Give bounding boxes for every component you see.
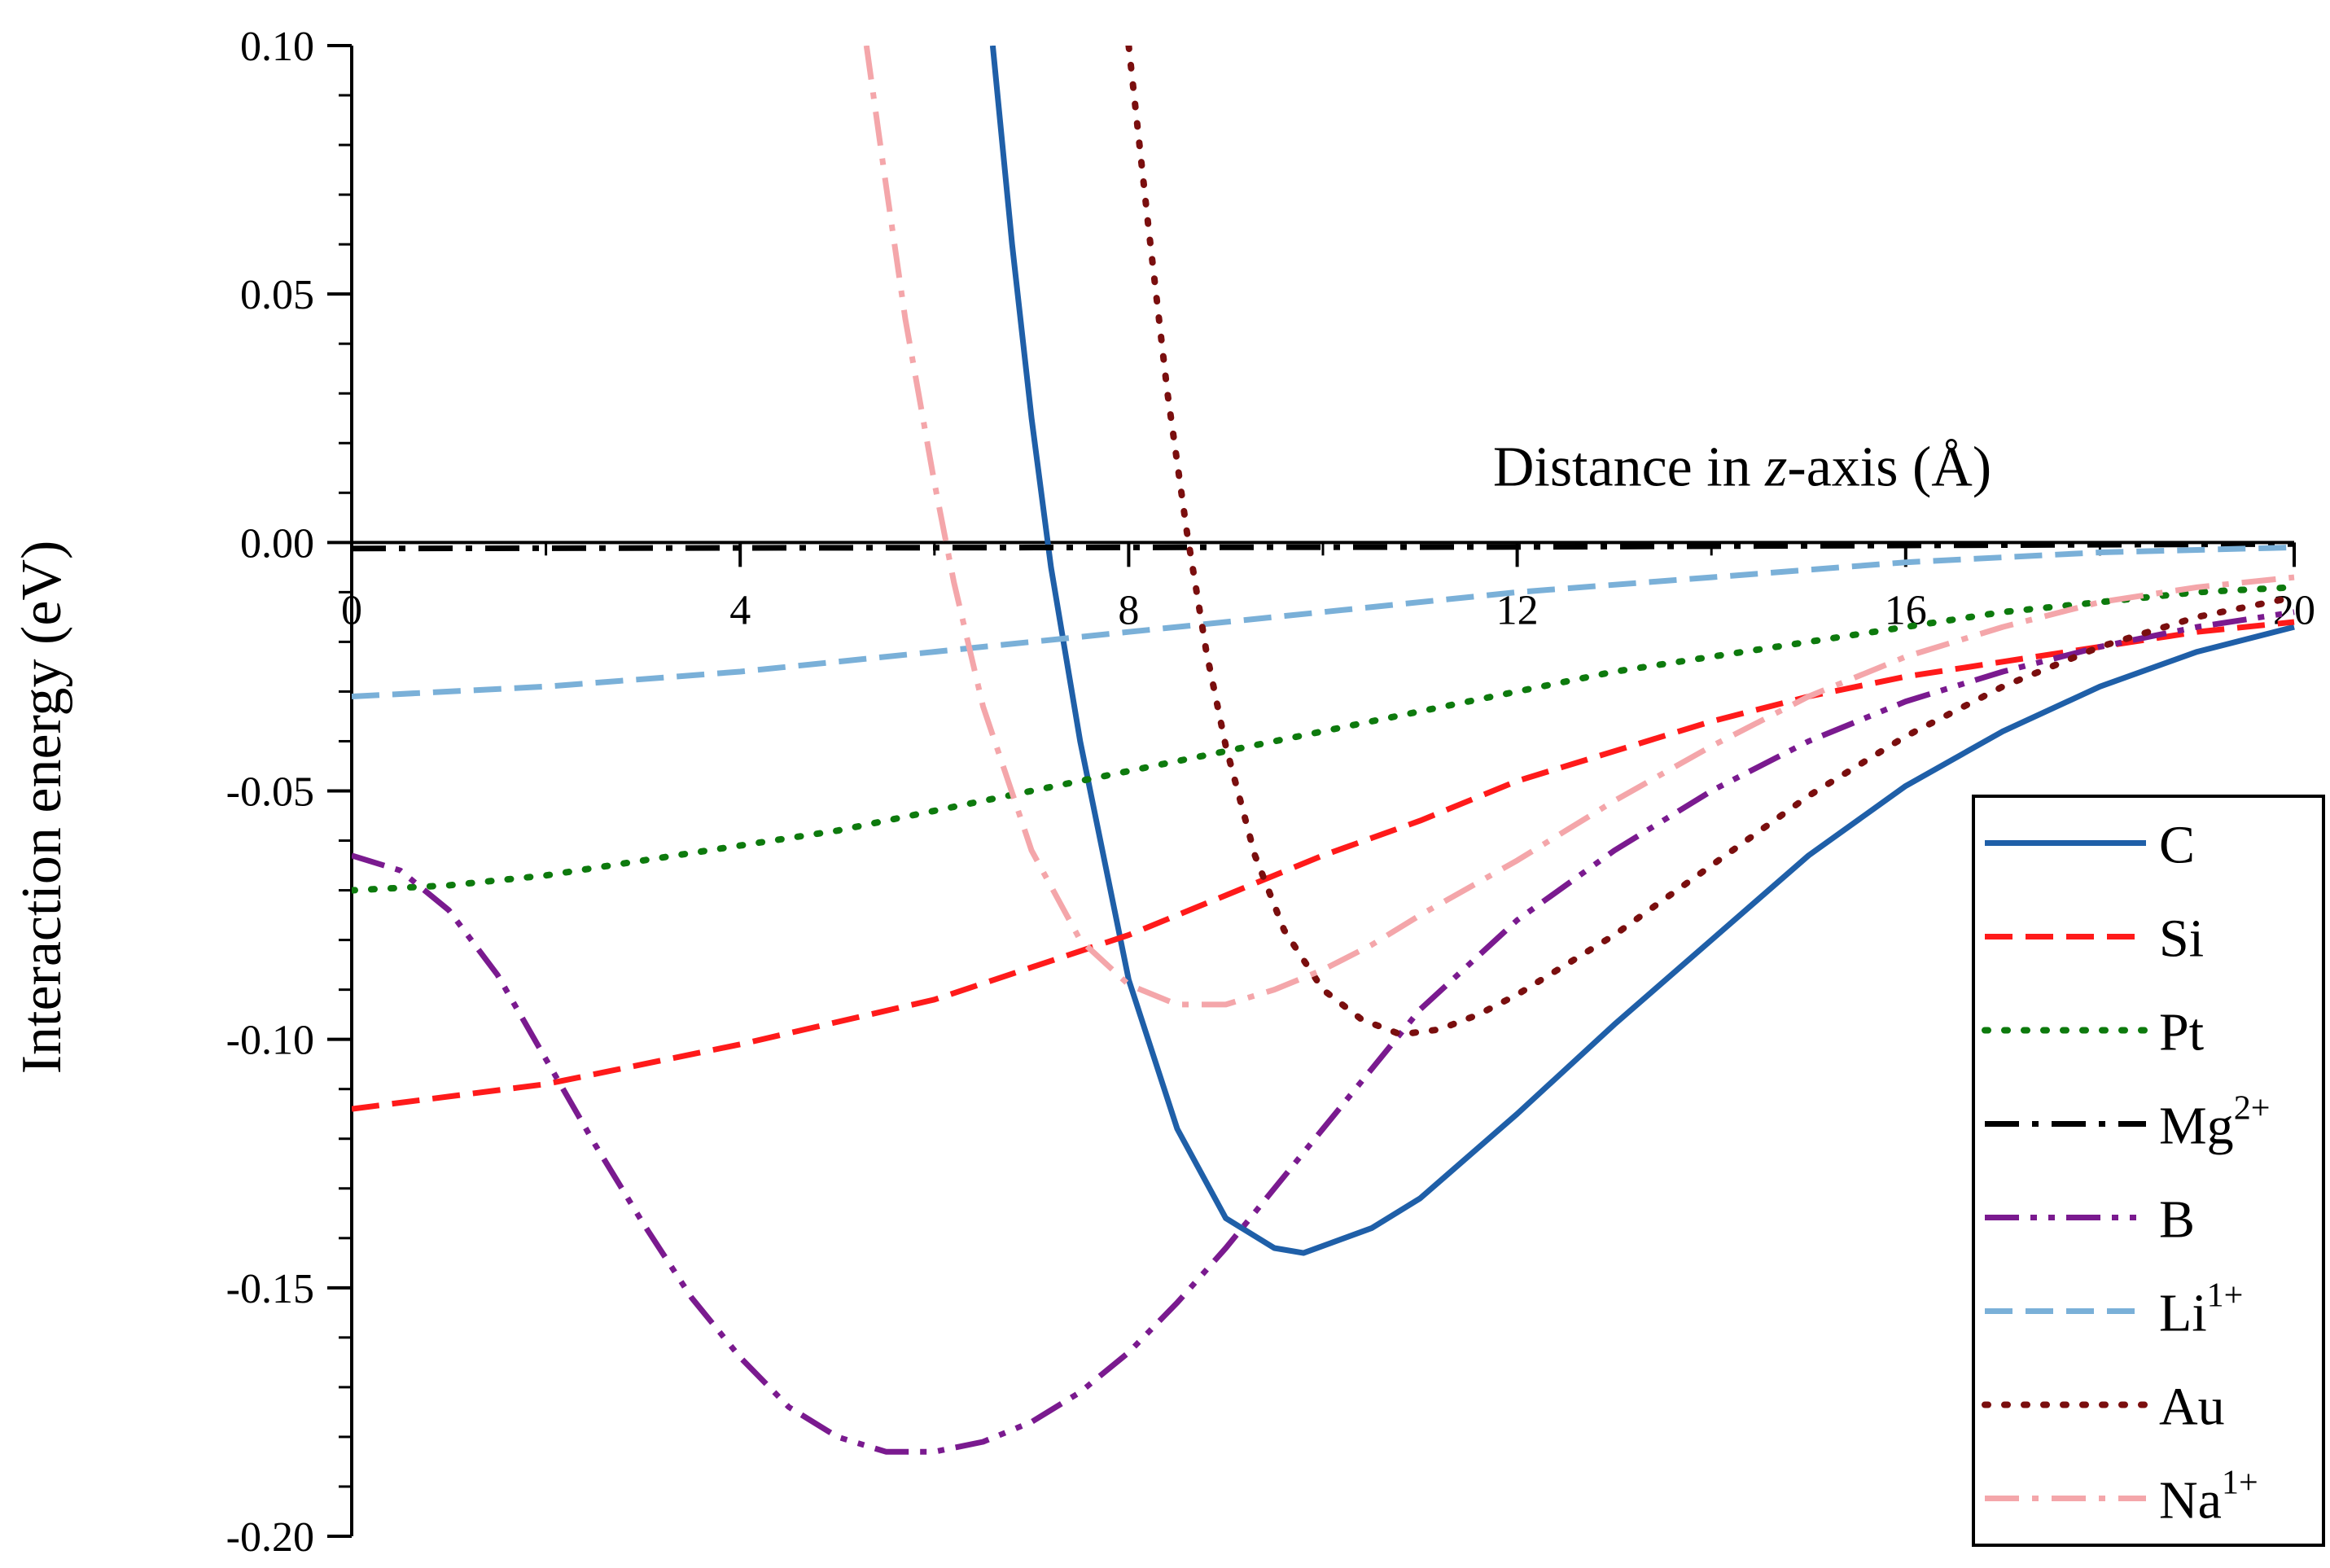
series-layer (352, 46, 2297, 1455)
x-tick-label: 0 (341, 587, 362, 633)
legend-label-si: Si (2159, 909, 2204, 969)
x-tick-label: 4 (729, 587, 751, 633)
y-tick-label: -0.10 (226, 1018, 314, 1064)
y-tick-label: 0.10 (240, 24, 314, 70)
x-axis-title-variable: z (1764, 436, 1787, 498)
labels-layer: Interaction energy (eV) Distance in z-ax… (11, 436, 1991, 1074)
series-line-au (1125, 46, 2297, 1038)
series-line-na (863, 46, 2295, 1008)
x-tick-label: 8 (1118, 587, 1139, 633)
series-line-b (352, 609, 2295, 1455)
legend-label-mg: Mg2+ (2159, 1090, 2270, 1156)
x-axis-title: Distance in z-axis (Å) (1493, 436, 1991, 498)
legend-label-au: Au (2159, 1377, 2225, 1437)
legend-label-na: Na1+ (2159, 1465, 2258, 1531)
series-line-pt (352, 584, 2297, 894)
legend-box (1972, 795, 2325, 1547)
y-tick-label: 0.05 (240, 272, 314, 318)
legend-label-li: Li1+ (2159, 1277, 2243, 1343)
series-line-c (989, 46, 2295, 1256)
legend-label-c: C (2159, 816, 2195, 875)
x-axis-title-suffix: -axis (Å) (1787, 436, 1991, 498)
series-line-mg (352, 541, 2295, 552)
legend: C Si Pt Mg2+ B Li1+ Au Na1+ (1972, 795, 2325, 1547)
legend-label-pt: Pt (2159, 1003, 2204, 1062)
legend-label-b: B (2159, 1190, 2195, 1250)
y-tick-label: -0.15 (226, 1266, 314, 1312)
y-tick-label: -0.05 (226, 769, 314, 816)
x-axis-title-prefix: Distance in (1493, 436, 1765, 498)
y-tick-label: 0.00 (240, 520, 314, 567)
x-tick-label: 20 (2273, 587, 2315, 633)
y-tick-label: -0.20 (226, 1514, 314, 1561)
y-axis-title: Interaction energy (eV) (11, 541, 73, 1075)
